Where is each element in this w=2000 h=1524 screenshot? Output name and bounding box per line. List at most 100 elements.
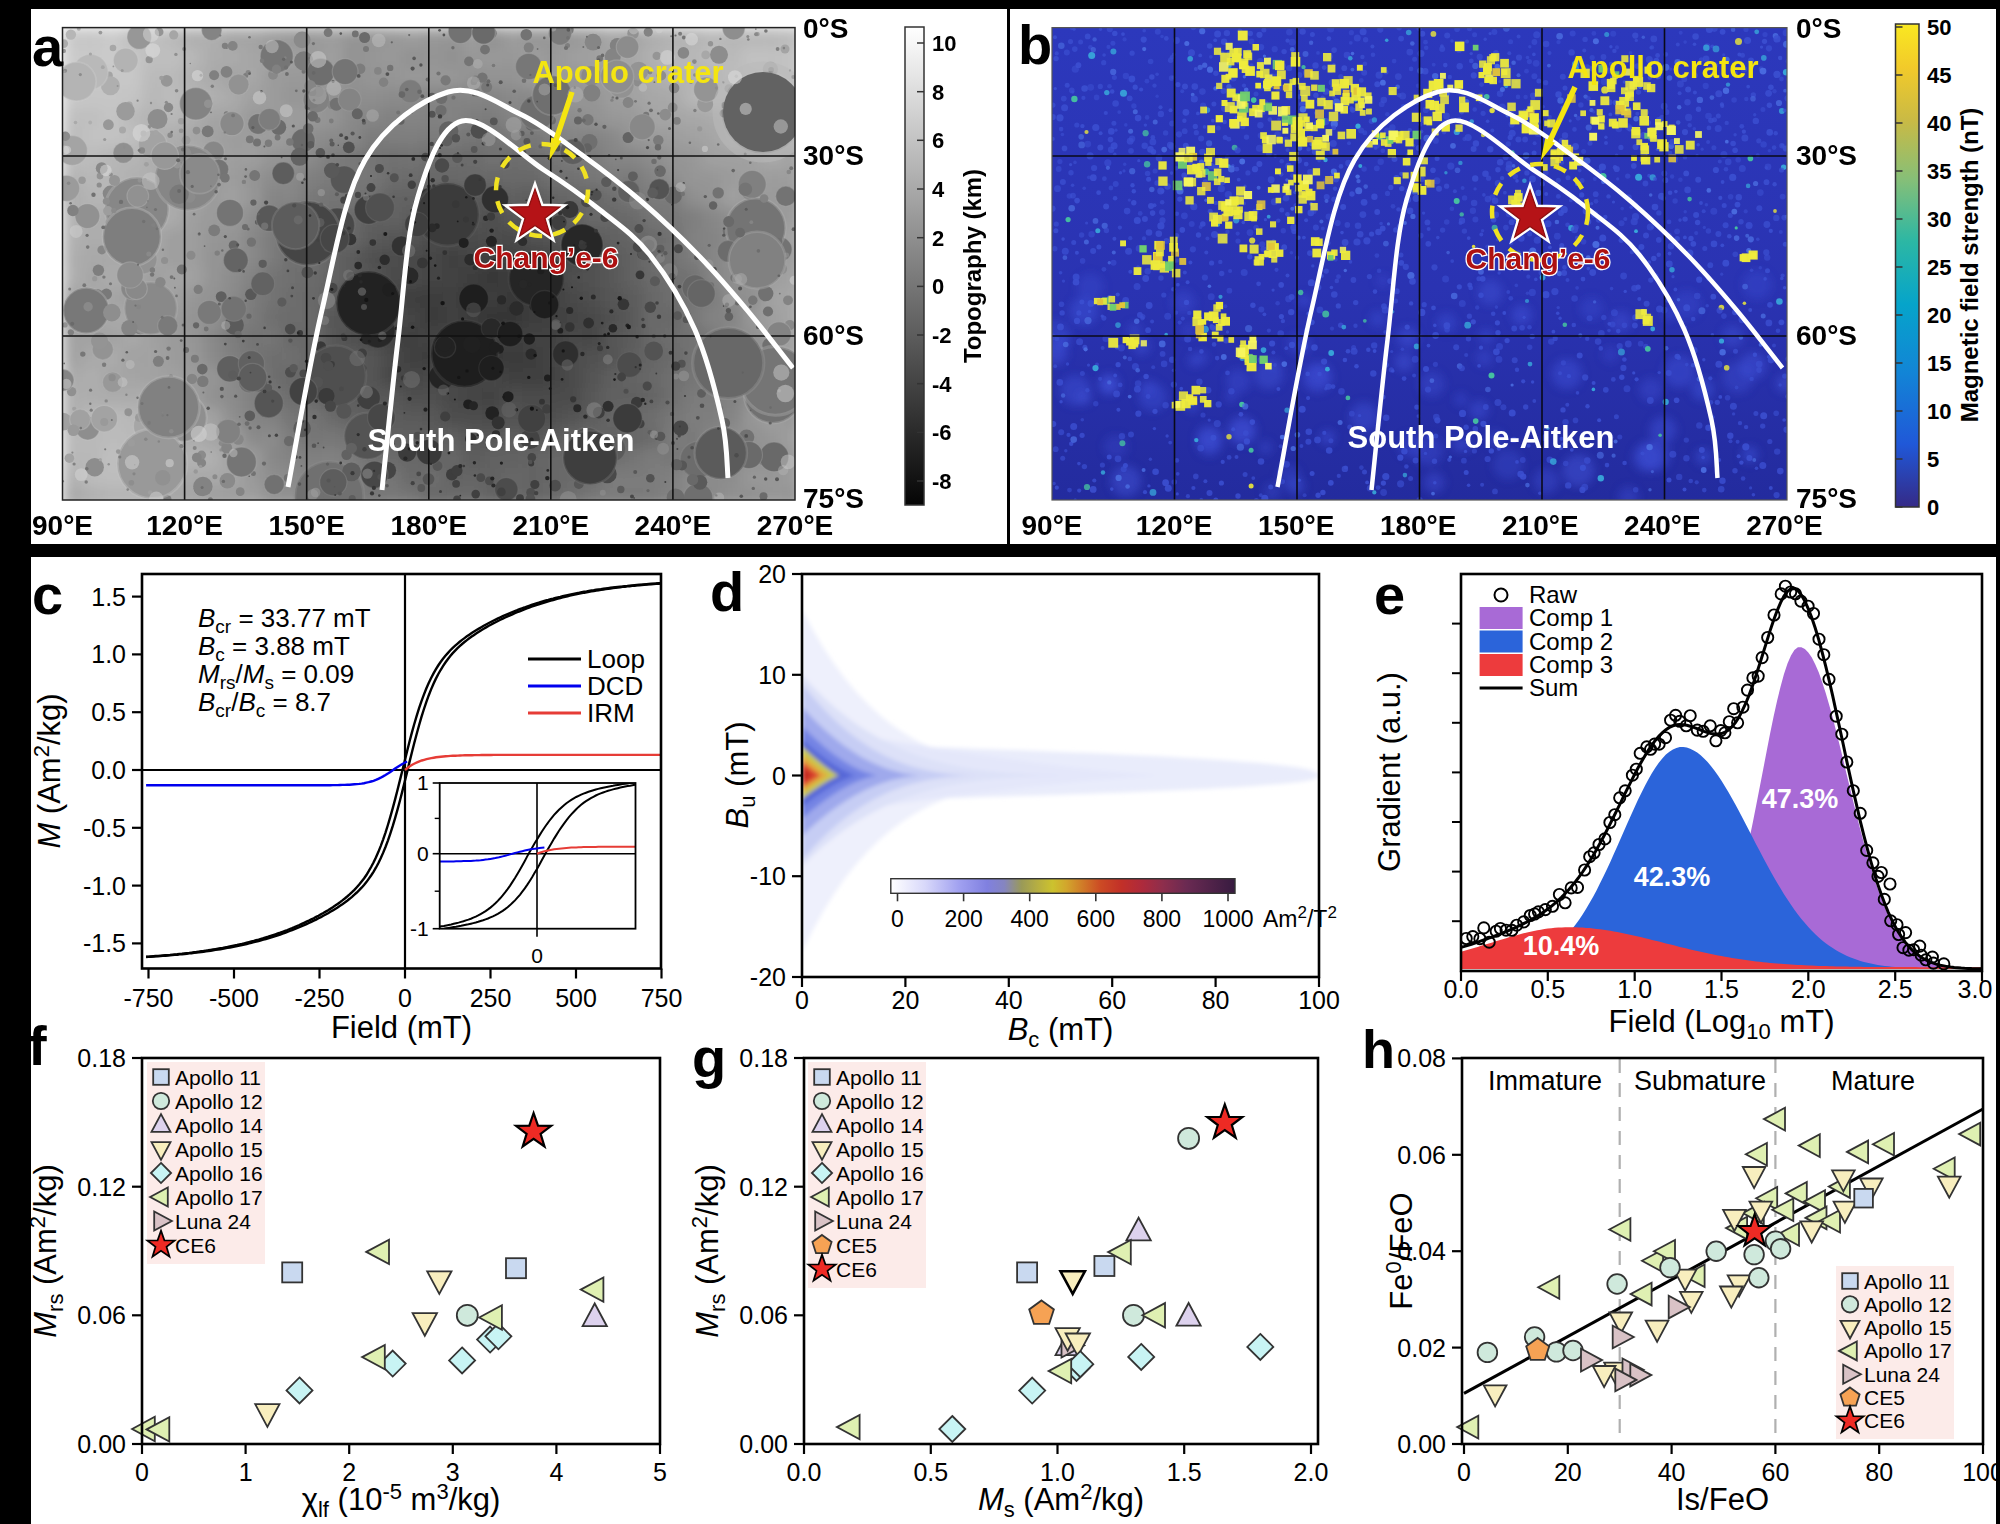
svg-text:-1.5: -1.5 [83, 929, 126, 957]
svg-text:30: 30 [1927, 207, 1951, 232]
svg-text:Apollo 17: Apollo 17 [175, 1186, 263, 1209]
svg-text:Is/FeO: Is/FeO [1676, 1482, 1769, 1517]
svg-text:-1.0: -1.0 [83, 872, 126, 900]
svg-text:20: 20 [1554, 1458, 1582, 1486]
svg-text:20: 20 [1927, 303, 1951, 328]
svg-text:0.18: 0.18 [739, 1044, 788, 1072]
svg-text:Chang’e-6: Chang’e-6 [1465, 242, 1610, 275]
svg-text:Field (mT): Field (mT) [331, 1010, 472, 1045]
svg-text:e: e [1374, 563, 1405, 626]
svg-text:40: 40 [995, 986, 1023, 1014]
svg-text:Apollo 14: Apollo 14 [175, 1114, 263, 1137]
svg-text:CE6: CE6 [1864, 1409, 1905, 1432]
svg-text:Chang’e-6: Chang’e-6 [473, 241, 618, 274]
svg-text:0.00: 0.00 [1397, 1430, 1446, 1458]
svg-text:M (Am2/kg): M (Am2/kg) [29, 693, 67, 848]
svg-text:90°E: 90°E [1021, 510, 1082, 541]
svg-text:Loop: Loop [587, 644, 645, 674]
svg-text:75°S: 75°S [803, 483, 864, 514]
svg-text:500: 500 [555, 984, 597, 1012]
svg-text:f: f [28, 1014, 47, 1077]
svg-text:CE6: CE6 [836, 1258, 877, 1281]
svg-text:20: 20 [891, 986, 919, 1014]
svg-text:200: 200 [944, 906, 982, 932]
svg-text:b: b [1018, 13, 1052, 76]
svg-text:1.5: 1.5 [1167, 1458, 1202, 1486]
svg-text:120°E: 120°E [146, 510, 223, 541]
svg-text:Submature: Submature [1634, 1066, 1766, 1096]
svg-text:-250: -250 [294, 984, 344, 1012]
svg-text:10: 10 [932, 31, 956, 56]
svg-text:Ms (Am2/kg): Ms (Am2/kg) [978, 1479, 1144, 1522]
svg-text:Apollo 16: Apollo 16 [175, 1162, 263, 1185]
svg-text:270°E: 270°E [757, 510, 834, 541]
svg-text:45: 45 [1927, 63, 1951, 88]
svg-text:g: g [692, 1026, 726, 1089]
svg-text:Apollo 17: Apollo 17 [1864, 1339, 1952, 1362]
svg-text:600: 600 [1077, 906, 1115, 932]
svg-text:90°E: 90°E [32, 510, 93, 541]
svg-text:150°E: 150°E [1258, 510, 1335, 541]
svg-text:30°S: 30°S [1796, 140, 1857, 171]
svg-text:400: 400 [1011, 906, 1049, 932]
svg-text:Apollo 11: Apollo 11 [1864, 1270, 1950, 1293]
svg-text:0.12: 0.12 [77, 1173, 126, 1201]
svg-text:6: 6 [932, 128, 944, 153]
svg-text:0.5: 0.5 [1530, 975, 1565, 1003]
svg-text:4: 4 [932, 177, 945, 202]
svg-text:-0.5: -0.5 [83, 814, 126, 842]
svg-text:0.0: 0.0 [1444, 975, 1479, 1003]
svg-text:c: c [32, 563, 63, 626]
svg-text:30°S: 30°S [803, 140, 864, 171]
svg-text:4: 4 [549, 1458, 563, 1486]
svg-text:35: 35 [1927, 159, 1951, 184]
svg-text:a: a [32, 15, 64, 78]
svg-text:0.00: 0.00 [739, 1430, 788, 1458]
svg-text:210°E: 210°E [513, 510, 590, 541]
svg-text:0: 0 [1457, 1458, 1471, 1486]
svg-text:0°S: 0°S [803, 13, 848, 44]
svg-text:Gradient (a.u.): Gradient (a.u.) [1372, 672, 1407, 872]
svg-text:South Pole-Aitken: South Pole-Aitken [368, 423, 635, 458]
svg-text:15: 15 [1927, 351, 1951, 376]
svg-text:180°E: 180°E [391, 510, 468, 541]
svg-text:0.02: 0.02 [1397, 1334, 1446, 1362]
svg-text:0.5: 0.5 [91, 698, 126, 726]
svg-text:0.06: 0.06 [1397, 1141, 1446, 1169]
svg-text:60°S: 60°S [1796, 320, 1857, 351]
svg-text:-750: -750 [123, 984, 173, 1012]
svg-text:Apollo 12: Apollo 12 [1864, 1293, 1952, 1316]
svg-text:-6: -6 [932, 420, 952, 445]
svg-text:-20: -20 [750, 963, 786, 991]
svg-text:10.4%: 10.4% [1523, 931, 1600, 961]
svg-text:80: 80 [1202, 986, 1230, 1014]
svg-text:-10: -10 [750, 862, 786, 890]
svg-text:10: 10 [758, 661, 786, 689]
svg-text:Apollo 15: Apollo 15 [1864, 1316, 1952, 1339]
svg-text:Luna 24: Luna 24 [1864, 1363, 1940, 1386]
svg-text:240°E: 240°E [635, 510, 712, 541]
svg-text:180°E: 180°E [1380, 510, 1457, 541]
svg-text:1000: 1000 [1202, 906, 1253, 932]
svg-text:800: 800 [1143, 906, 1181, 932]
svg-text:Apollo 15: Apollo 15 [836, 1138, 924, 1161]
svg-text:100: 100 [1298, 986, 1340, 1014]
svg-text:Apollo 11: Apollo 11 [836, 1066, 922, 1089]
svg-text:Apollo crater: Apollo crater [532, 55, 723, 90]
svg-text:120°E: 120°E [1136, 510, 1213, 541]
svg-text:0.06: 0.06 [77, 1301, 126, 1329]
svg-text:5: 5 [1927, 447, 1939, 472]
svg-text:Apollo 11: Apollo 11 [175, 1066, 261, 1089]
svg-text:Field (Log10 mT): Field (Log10 mT) [1608, 1004, 1834, 1044]
svg-text:750: 750 [641, 984, 683, 1012]
svg-text:-1: -1 [410, 917, 429, 940]
svg-text:Fe0/FeO: Fe0/FeO [1381, 1192, 1419, 1309]
svg-text:0.5: 0.5 [913, 1458, 948, 1486]
svg-text:Apollo 17: Apollo 17 [836, 1186, 924, 1209]
svg-text:0: 0 [398, 984, 412, 1012]
svg-text:80: 80 [1865, 1458, 1893, 1486]
svg-text:50: 50 [1927, 15, 1951, 40]
svg-text:8: 8 [932, 80, 944, 105]
svg-text:0.00: 0.00 [77, 1430, 126, 1458]
svg-text:-8: -8 [932, 469, 952, 494]
